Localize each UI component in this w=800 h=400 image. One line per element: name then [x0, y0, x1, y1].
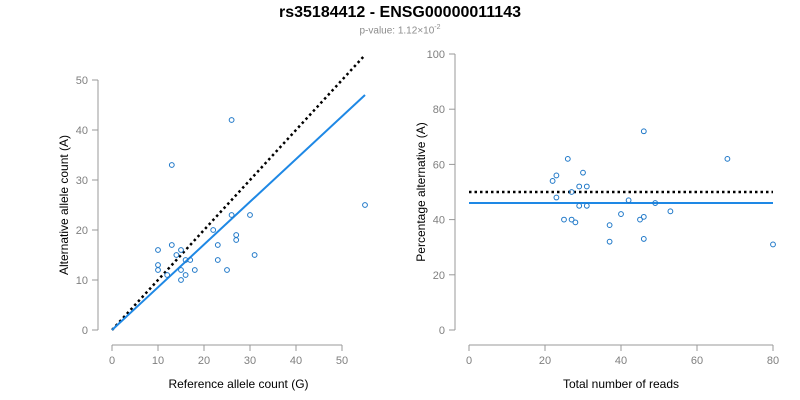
data-point — [625, 197, 632, 204]
data-point — [580, 169, 586, 176]
x-tick-label: 0 — [466, 355, 472, 367]
allele-count-scatter-panel: 0 10 20 30 40 50 0 10 20 30 40 50 Reference allele c… — [57, 54, 368, 391]
y-tick-label: 0 — [439, 325, 445, 337]
data-point — [214, 242, 221, 248]
data-point — [606, 238, 613, 245]
data-point — [770, 241, 776, 248]
p-value-mantissa: 1.12 — [397, 25, 418, 37]
x-tick-label: 60 — [691, 355, 703, 367]
fit-line — [111, 94, 366, 331]
data-point — [640, 213, 647, 220]
data-point — [583, 183, 590, 190]
data-point — [640, 236, 647, 242]
data-point — [155, 262, 161, 268]
data-point — [247, 212, 253, 218]
x-axis-title: Reference allele count (G) — [168, 377, 308, 391]
data-point — [178, 247, 184, 253]
data-point — [228, 212, 235, 218]
x-tick-label: 0 — [109, 355, 115, 367]
reference-line — [111, 54, 366, 331]
data-point — [233, 232, 240, 238]
x-tick-label: 40 — [290, 355, 302, 367]
data-point — [210, 227, 217, 233]
data-point — [568, 216, 575, 223]
x-tick-label: 20 — [539, 355, 551, 367]
data-point — [568, 189, 575, 195]
p-value-base: 10 — [423, 25, 435, 37]
x-axis-title: Total number of reads — [563, 377, 679, 391]
y-tick-label: 50 — [76, 75, 88, 87]
y-tick-label: 100 — [427, 49, 445, 61]
data-point — [178, 277, 184, 283]
x-tick-label: 40 — [615, 355, 627, 367]
data-point — [224, 267, 230, 273]
data-point — [191, 267, 198, 273]
p-value-times: × — [417, 25, 424, 37]
x-tick-label: 50 — [336, 355, 348, 367]
p-value-exponent: -2 — [434, 24, 441, 31]
data-point — [564, 155, 571, 162]
data-point — [637, 216, 643, 223]
x-tick-label: 10 — [152, 355, 164, 367]
data-point — [155, 247, 161, 253]
p-value-subtitle: p-value: 1.12×10-2 — [0, 24, 800, 36]
data-point — [724, 155, 731, 162]
data-point — [618, 211, 624, 217]
data-point — [606, 222, 613, 229]
percentage-alternative-scatter-panel: 0 20 40 60 80 100 0 20 40 60 80 Total number of rea… — [414, 49, 779, 391]
p-value-prefix: p-value: — [359, 25, 398, 37]
y-axis-title: Alternative allele count (A) — [57, 135, 71, 275]
x-tick-label: 80 — [767, 355, 779, 367]
data-point — [652, 200, 659, 206]
data-point — [228, 117, 235, 123]
data-point — [572, 219, 579, 226]
data-point — [561, 216, 567, 223]
data-point — [164, 272, 171, 278]
x-tick-label: 30 — [244, 355, 256, 367]
y-tick-label: 40 — [433, 215, 445, 227]
data-point — [155, 267, 161, 273]
data-point — [168, 162, 175, 168]
data-point — [362, 202, 368, 208]
data-point — [583, 202, 590, 209]
data-point — [640, 128, 647, 135]
y-tick-label: 10 — [76, 275, 88, 287]
data-point — [667, 208, 674, 215]
y-tick-label: 0 — [82, 325, 88, 337]
data-point — [576, 202, 583, 209]
y-tick-label: 80 — [433, 104, 445, 116]
data-point — [576, 183, 583, 190]
data-point — [233, 237, 240, 243]
y-tick-label: 20 — [76, 225, 88, 237]
y-axis-title: Percentage alternative (A) — [414, 122, 428, 261]
data-point — [553, 172, 560, 179]
y-tick-label: 60 — [433, 159, 445, 171]
data-point — [251, 252, 258, 258]
y-tick-label: 20 — [433, 270, 445, 282]
data-point — [178, 267, 184, 273]
y-tick-label: 40 — [76, 125, 88, 137]
data-point — [553, 194, 560, 201]
data-point — [182, 272, 189, 278]
x-tick-label: 20 — [198, 355, 210, 367]
data-point — [549, 178, 556, 184]
data-point — [214, 257, 221, 263]
data-point — [168, 242, 175, 248]
y-tick-label: 30 — [76, 175, 88, 187]
data-point — [187, 257, 194, 263]
plot-title: rs35184412 - ENSG00000011143 — [279, 4, 521, 21]
data-point — [173, 252, 180, 258]
